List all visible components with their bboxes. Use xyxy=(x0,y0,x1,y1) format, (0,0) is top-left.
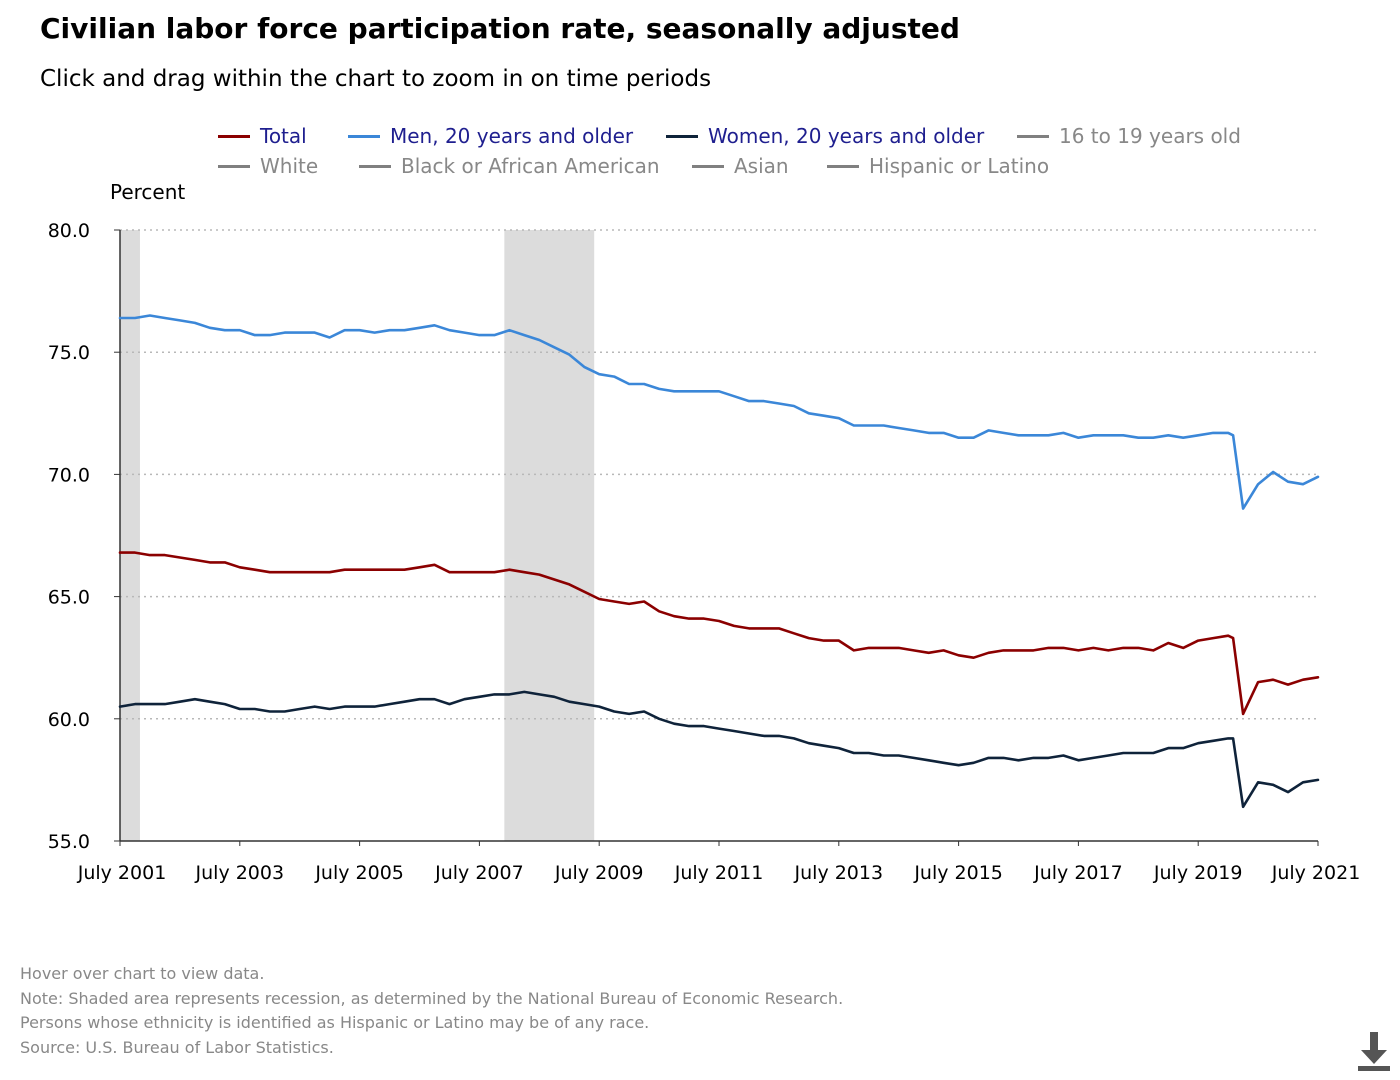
legend-label-asian: Asian xyxy=(734,154,789,178)
chart-plot-area[interactable]: 55.0 60.0 65.0 70.0 75.0 80.0 July 2001 July 20… xyxy=(0,0,1400,920)
legend-item-men[interactable]: Men, 20 years and older xyxy=(348,124,633,148)
legend-label-women: Women, 20 years and older xyxy=(708,124,985,148)
y-axis-title: Percent xyxy=(110,180,186,204)
legend-swatch-hispanic xyxy=(827,164,859,168)
y-tick-label-3: 70.0 xyxy=(48,464,90,486)
x-tick-label-4: July 2009 xyxy=(554,862,644,884)
x-tick-label-9: July 2019 xyxy=(1153,862,1243,884)
legend-item-black[interactable]: Black or African American xyxy=(359,154,660,178)
x-tick-label-0: July 2001 xyxy=(77,862,167,884)
x-tick-label-5: July 2011 xyxy=(674,862,764,884)
legend-label-men: Men, 20 years and older xyxy=(390,124,634,148)
series-line-1[interactable] xyxy=(118,314,1320,510)
y-tick-label-4: 75.0 xyxy=(48,342,90,364)
chart-legend: Total Men, 20 years and older Women, 20 … xyxy=(0,118,1400,188)
series-layer[interactable] xyxy=(118,314,1320,809)
legend-item-asian[interactable]: Asian xyxy=(692,154,789,178)
chart-footnotes: Hover over chart to view data. Note: Sha… xyxy=(20,962,843,1060)
x-tick-label-8: July 2017 xyxy=(1033,862,1123,884)
footnote-hover: Hover over chart to view data. xyxy=(20,964,265,983)
legend-swatch-black xyxy=(359,164,391,168)
legend-item-white[interactable]: White xyxy=(218,154,318,178)
legend-label-total: Total xyxy=(260,124,307,148)
y-tick-label-2: 65.0 xyxy=(48,587,90,609)
recession-shading-layer xyxy=(120,230,595,841)
chart-title: Civilian labor force participation rate,… xyxy=(40,12,960,45)
x-tick-label-1: July 2003 xyxy=(195,862,285,884)
legend-label-hispanic: Hispanic or Latino xyxy=(869,154,1050,178)
y-tick-label-1: 60.0 xyxy=(48,709,90,731)
legend-swatch-total xyxy=(218,134,250,138)
legend-swatch-teens xyxy=(1017,134,1049,138)
axis-layer: 55.0 60.0 65.0 70.0 75.0 80.0 July 2001 July 20… xyxy=(48,220,1361,884)
legend-label-black: Black or African American xyxy=(401,154,660,178)
legend-item-total[interactable]: Total xyxy=(218,124,307,148)
recession-band-1 xyxy=(504,230,595,841)
download-icon xyxy=(1358,1032,1390,1071)
grid-layer xyxy=(120,229,1318,720)
footnote-recession-note: Note: Shaded area represents recession, … xyxy=(20,988,844,1008)
x-tick-label-10: July 2021 xyxy=(1271,862,1361,884)
chart-subtitle: Click and drag within the chart to zoom … xyxy=(40,66,712,92)
x-tick-label-3: July 2007 xyxy=(434,862,524,884)
y-tick-label-0: 55.0 xyxy=(48,831,90,853)
y-tick-label-5: 80.0 xyxy=(48,220,90,242)
legend-swatch-white xyxy=(218,164,250,168)
series-line-0[interactable] xyxy=(118,551,1320,716)
footnote-source: Source: U.S. Bureau of Labor Statistics. xyxy=(20,1037,334,1057)
legend-swatch-asian xyxy=(692,164,724,168)
download-button[interactable] xyxy=(1354,1030,1394,1074)
legend-label-teens: 16 to 19 years old xyxy=(1059,124,1241,148)
legend-label-white: White xyxy=(260,154,319,178)
legend-item-women[interactable]: Women, 20 years and older xyxy=(666,124,984,148)
x-tick-label-6: July 2013 xyxy=(794,862,884,884)
legend-item-hispanic[interactable]: Hispanic or Latino xyxy=(827,154,1049,178)
legend-swatch-women xyxy=(666,134,698,138)
footnote-ethnicity: Persons whose ethnicity is identified as… xyxy=(20,1013,650,1032)
series-line-2[interactable] xyxy=(118,690,1320,809)
x-tick-label-7: July 2015 xyxy=(913,862,1003,884)
legend-item-teens[interactable]: 16 to 19 years old xyxy=(1017,124,1241,148)
recession-band-0 xyxy=(120,230,140,841)
x-tick-label-2: July 2005 xyxy=(314,862,404,884)
legend-swatch-men xyxy=(348,134,380,138)
